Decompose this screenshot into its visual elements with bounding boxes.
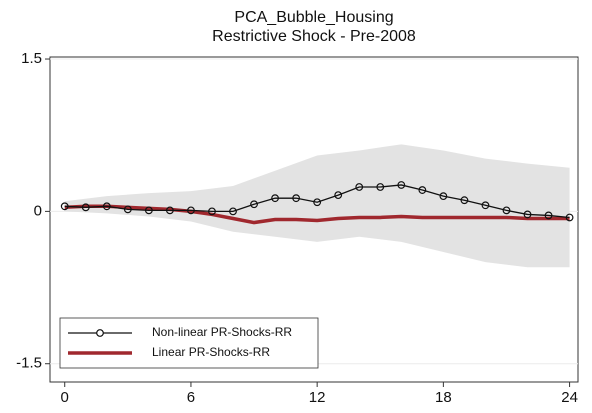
marker — [565, 213, 574, 222]
series-line — [64, 204, 570, 225]
marker — [523, 210, 532, 219]
x-tick-label: 0 — [61, 389, 69, 406]
marker — [292, 194, 301, 203]
series-line — [64, 184, 570, 219]
legend-label: Linear PR-Shocks-RR — [152, 345, 270, 359]
marker — [144, 206, 153, 215]
marker — [460, 196, 469, 205]
legend-marker — [96, 329, 104, 337]
marker — [229, 207, 237, 216]
marker — [208, 207, 216, 216]
x-tick-label: 12 — [309, 389, 326, 406]
y-tick-label: 1.5 — [21, 50, 42, 67]
marker — [123, 205, 132, 214]
x-tick-label: 6 — [187, 389, 195, 406]
marker — [187, 206, 195, 215]
marker — [334, 191, 343, 200]
marker — [60, 202, 69, 211]
marker — [544, 211, 553, 220]
marker — [81, 203, 90, 212]
y-tick-label: 0 — [34, 202, 42, 219]
marker — [397, 181, 406, 189]
marker — [250, 200, 258, 209]
marker — [271, 194, 279, 203]
marker — [439, 192, 448, 201]
marker — [102, 202, 111, 211]
marker — [481, 201, 490, 210]
marker — [376, 183, 385, 191]
chart-title: PCA_Bubble_Housing — [234, 9, 393, 26]
marker — [166, 206, 174, 215]
x-tick-label: 24 — [561, 389, 578, 406]
y-tick-label: -1.5 — [16, 355, 42, 372]
marker — [502, 206, 511, 215]
marker — [355, 183, 364, 191]
marker — [418, 186, 427, 194]
legend — [59, 317, 319, 369]
chart-subtitle: Restrictive Shock - Pre-2008 — [212, 28, 416, 45]
x-tick-label: 18 — [435, 389, 452, 406]
legend-label: Non-linear PR-Shocks-RR — [152, 325, 292, 339]
marker — [313, 198, 322, 207]
